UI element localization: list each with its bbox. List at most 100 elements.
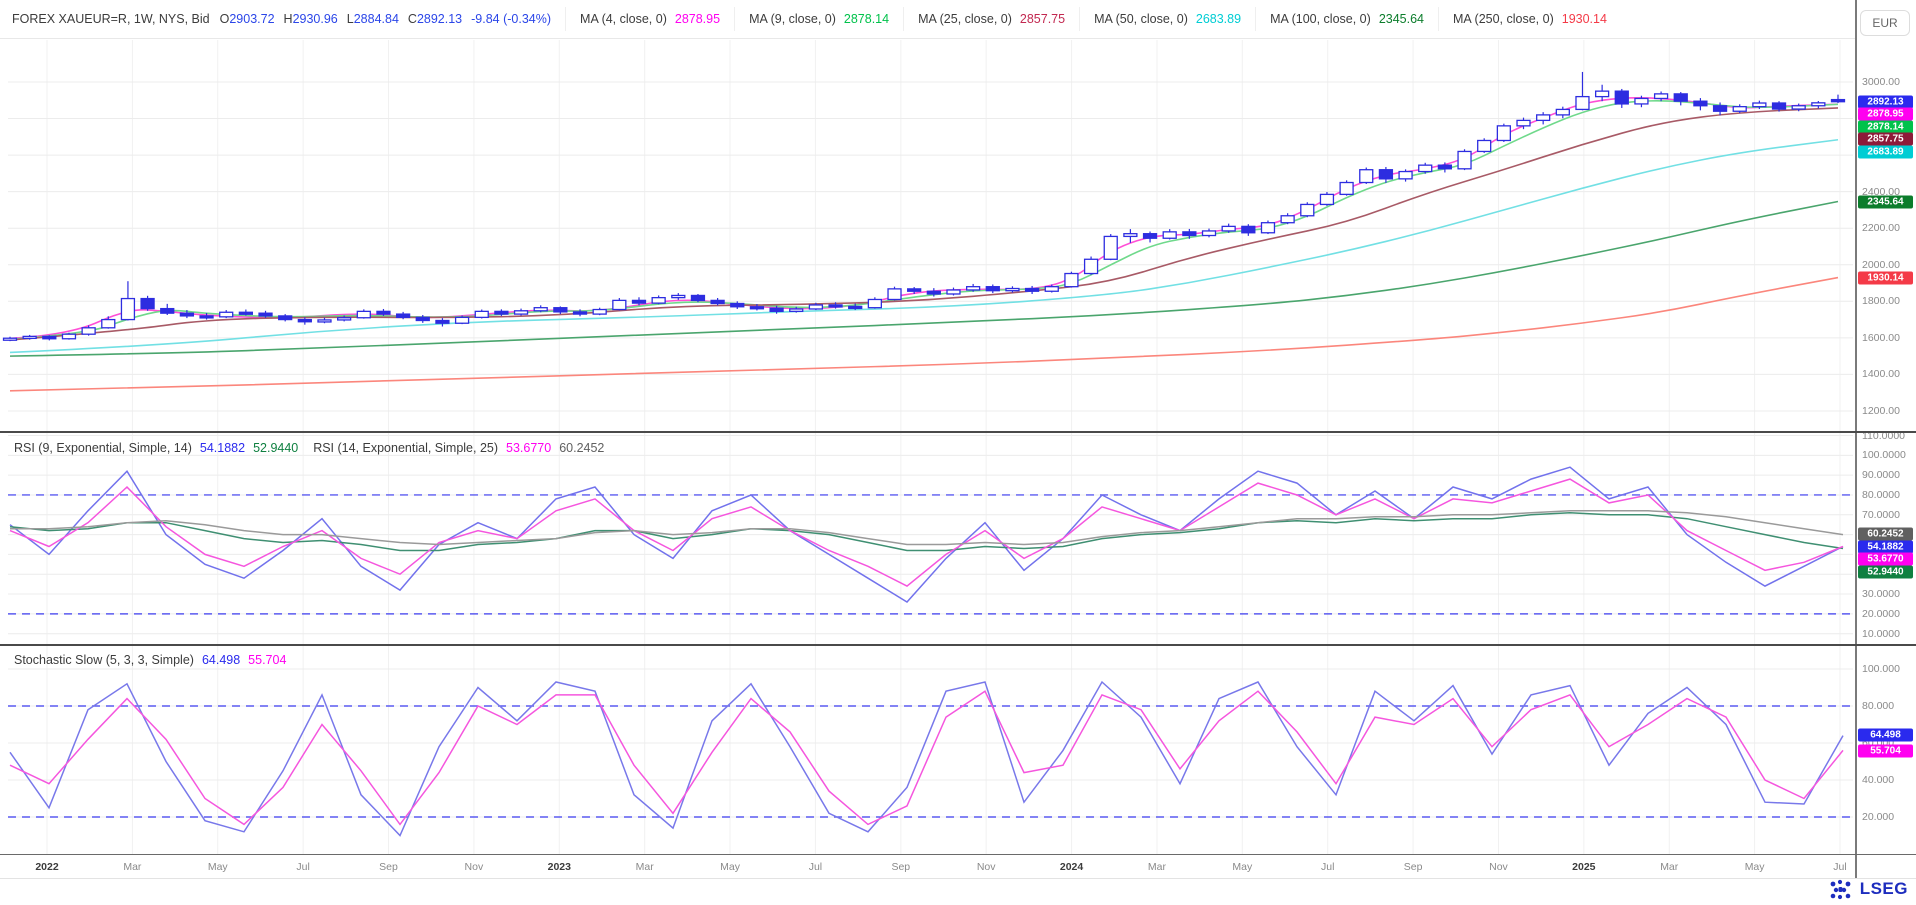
rsi1-value: 54.1882	[199, 441, 246, 455]
x-tick-label: Jul	[1320, 861, 1335, 873]
rsi1-signal-value: 52.9440	[253, 441, 299, 455]
candle	[1300, 203, 1315, 217]
candle	[612, 299, 627, 311]
ma-legend-item[interactable]: MA (250, close, 0) 1930.14	[1438, 7, 1621, 31]
candle	[749, 306, 765, 310]
y-tick-label: 80.0000	[1862, 488, 1900, 501]
y-tick-label: 100.0000	[1862, 449, 1906, 462]
candle	[572, 311, 588, 315]
candle	[1555, 108, 1570, 116]
candle	[297, 318, 312, 323]
ma-legend-item[interactable]: MA (9, close, 0) 2878.14	[734, 7, 903, 31]
candle	[1319, 193, 1335, 206]
candle	[1182, 231, 1197, 237]
candle	[219, 311, 234, 318]
candle	[1830, 98, 1846, 103]
price-badge: 52.9440	[1858, 565, 1913, 579]
rsi-panel-title[interactable]: RSI (9, Exponential, Simple, 14) 54.1882 5…	[14, 441, 612, 455]
price-badge: 60.2452	[1858, 527, 1913, 541]
candle	[1457, 150, 1472, 170]
candle	[789, 308, 804, 313]
candle	[1771, 102, 1787, 110]
ma-legend-item[interactable]: MA (100, close, 0) 2345.64	[1255, 7, 1438, 31]
osc-line-rsi9	[9, 466, 1844, 603]
x-tick-label: Jul	[296, 861, 310, 873]
ma-line-ma250	[9, 276, 1839, 392]
candle	[1123, 233, 1138, 238]
price-badge: 2857.75	[1858, 132, 1913, 146]
candle	[769, 307, 784, 313]
y-tick-label: 3000.00	[1862, 76, 1900, 88]
price-badge: 64.498	[1858, 728, 1913, 742]
candle	[1516, 119, 1531, 127]
candle	[966, 286, 981, 291]
y-tick-label: 100.000	[1862, 663, 1900, 675]
candle	[946, 289, 961, 295]
panel-separator-1[interactable]	[0, 431, 1916, 433]
y-tick-label: 20.0000	[1862, 607, 1900, 620]
y-tick-label: 30.0000	[1862, 588, 1900, 601]
currency-button[interactable]: EUR	[1860, 10, 1910, 36]
candle	[513, 310, 529, 315]
y-tick-label: 1800.00	[1862, 295, 1900, 308]
stoch-panel-title[interactable]: Stochastic Slow (5, 3, 3, Simple) 64.498 5…	[14, 653, 294, 667]
x-tick-label: May	[1232, 861, 1253, 873]
candle	[1536, 114, 1551, 122]
ohlc-value-h: H2930.96	[283, 12, 338, 26]
instrument-title: FOREX XAUEUR=R, 1W, NYS, Bid	[12, 12, 210, 26]
candle	[1241, 225, 1256, 234]
candle	[22, 335, 37, 340]
candle	[1398, 170, 1413, 180]
price-badge: 2345.64	[1858, 195, 1913, 209]
osc-line-k	[9, 680, 1844, 837]
xaxis-line	[0, 854, 1916, 855]
ma-legend-item[interactable]: MA (50, close, 0) 2683.89	[1079, 7, 1255, 31]
rsi1-label: RSI (9, Exponential, Simple, 14)	[14, 441, 192, 455]
osc-line-rsi14	[9, 478, 1844, 587]
candle	[1280, 215, 1295, 224]
candle	[42, 335, 57, 340]
ohlc-value-l: L2884.84	[346, 12, 399, 26]
candle	[1024, 287, 1040, 292]
candle	[238, 311, 254, 315]
candle	[1359, 169, 1374, 184]
candle	[1693, 100, 1708, 107]
price-badge: 2683.89	[1858, 145, 1913, 159]
panel-separator-2[interactable]	[0, 644, 1916, 646]
x-tick-label: May	[720, 861, 740, 873]
candle	[533, 307, 548, 312]
price-badge: 2878.95	[1858, 107, 1913, 121]
lseg-logo-mark	[1830, 879, 1851, 900]
ohlc-values: O2903.72 H2930.96 L2884.84 C2892.13	[220, 12, 472, 26]
candle	[1634, 97, 1649, 105]
candle	[1201, 230, 1217, 237]
candle	[1614, 90, 1629, 105]
x-tick-label: Mar	[1147, 861, 1166, 873]
y-tick-label: 1600.00	[1862, 331, 1900, 344]
x-tick-label: May	[207, 861, 228, 873]
candle	[1673, 93, 1688, 102]
y-tick-label: 10.0000	[1862, 627, 1900, 640]
candle	[435, 319, 450, 324]
candle	[101, 318, 116, 329]
candle	[867, 298, 882, 309]
ma-legend-item[interactable]: MA (25, close, 0) 2857.75	[903, 7, 1079, 31]
x-tick-label: Nov	[1489, 861, 1508, 873]
ma-legend-item[interactable]: MA (4, close, 0) 2878.95	[565, 7, 734, 31]
candle	[2, 337, 18, 341]
stoch-label: Stochastic Slow (5, 3, 3, Simple)	[14, 653, 194, 667]
price-badge: 1930.14	[1858, 271, 1913, 285]
y-tick-label: 40.000	[1862, 774, 1895, 786]
candle	[1575, 95, 1590, 111]
ma-legend: MA (4, close, 0) 2878.95 MA (9, close, 0) 2…	[565, 7, 1621, 31]
y-tick-label: 70.0000	[1862, 508, 1900, 521]
osc-line-rsi9smooth	[9, 512, 1844, 552]
candle	[1378, 169, 1394, 180]
candle	[1437, 164, 1453, 170]
candle	[494, 310, 509, 315]
x-tick-label: 2022	[35, 861, 59, 873]
lseg-logo-text: LSEG	[1859, 879, 1908, 898]
ma-line-ma50	[9, 138, 1839, 354]
